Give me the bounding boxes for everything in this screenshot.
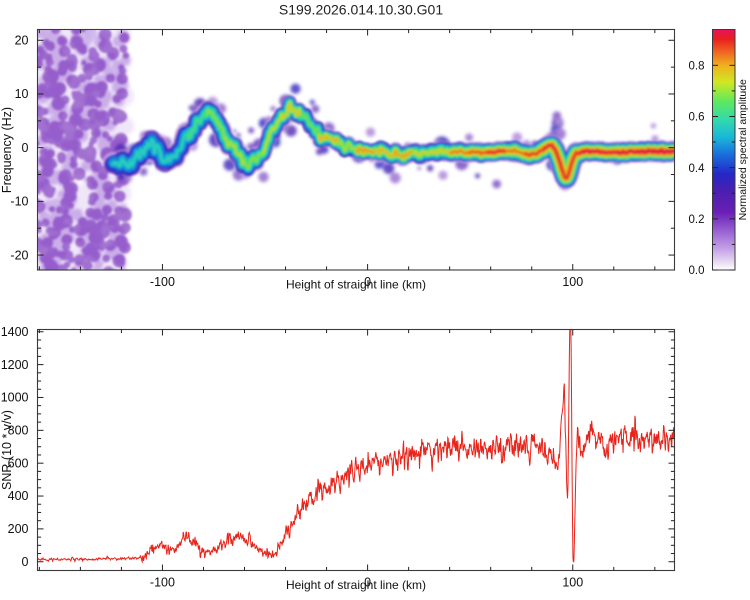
svg-text:1200: 1200: [1, 358, 29, 372]
svg-text:Height of straight line (km): Height of straight line (km): [286, 278, 426, 292]
svg-text:0: 0: [364, 576, 371, 590]
svg-text:10: 10: [15, 87, 29, 101]
svg-text:0: 0: [364, 275, 371, 289]
svg-text:600: 600: [8, 456, 29, 470]
svg-text:0: 0: [22, 141, 29, 155]
svg-text:0: 0: [22, 555, 29, 569]
svg-text:1400: 1400: [1, 325, 29, 339]
svg-text:Height of straight line (km): Height of straight line (km): [286, 578, 426, 592]
svg-text:0.0: 0.0: [689, 265, 705, 277]
svg-text:100: 100: [562, 275, 583, 289]
svg-text:0.8: 0.8: [689, 61, 705, 73]
svg-text:1000: 1000: [1, 391, 29, 405]
svg-text:800: 800: [8, 424, 29, 438]
svg-text:Frequency (Hz): Frequency (Hz): [0, 107, 14, 193]
svg-text:SNR (10 * v/v): SNR (10 * v/v): [0, 410, 14, 490]
svg-text:0.2: 0.2: [689, 214, 705, 226]
svg-text:100: 100: [562, 576, 583, 590]
svg-text:400: 400: [8, 489, 29, 503]
svg-text:-100: -100: [150, 576, 175, 590]
svg-text:-10: -10: [10, 195, 28, 209]
svg-text:Normalized spectral amplitude: Normalized spectral amplitude: [737, 79, 749, 220]
svg-text:-20: -20: [10, 248, 28, 262]
svg-text:200: 200: [8, 522, 29, 536]
svg-text:20: 20: [15, 33, 29, 47]
svg-text:0.6: 0.6: [689, 112, 705, 124]
svg-text:-100: -100: [150, 275, 175, 289]
svg-text:0.4: 0.4: [689, 163, 706, 175]
svg-text:S199.2026.014.10.30.G01: S199.2026.014.10.30.G01: [279, 2, 443, 18]
